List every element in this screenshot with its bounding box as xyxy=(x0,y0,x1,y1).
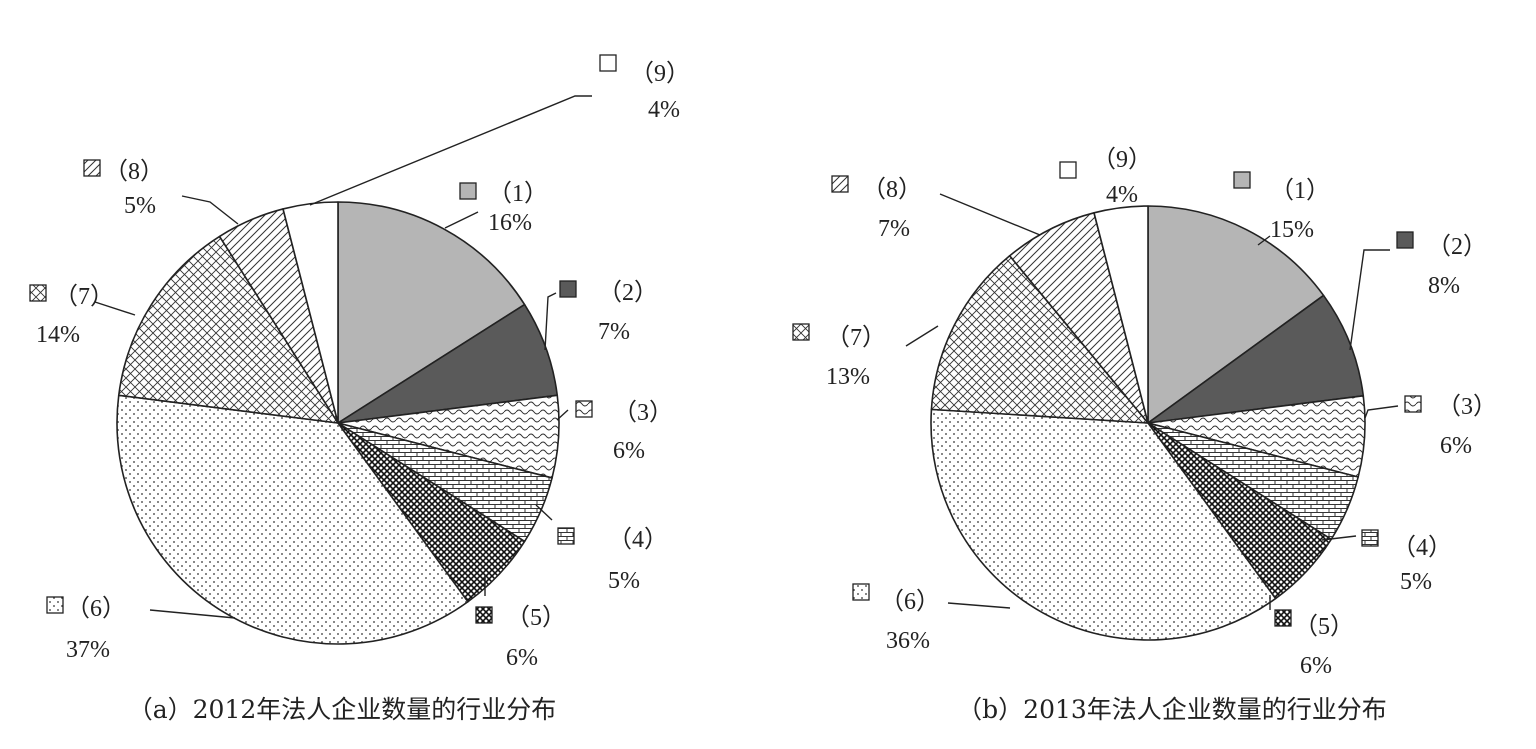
slice-percent-7: 14% xyxy=(36,322,80,348)
slice-name-7: （7） xyxy=(826,325,886,351)
legend-swatch-5 xyxy=(1274,609,1292,627)
pie-slice-7 xyxy=(117,235,339,424)
slice-percent-8: 5% xyxy=(124,193,156,219)
slice-name-2: （2） xyxy=(1427,234,1487,260)
slice-percent-1: 16% xyxy=(488,210,532,236)
slice-percent-3: 6% xyxy=(613,438,645,464)
leader-line-3 xyxy=(556,409,569,421)
leader-line-1 xyxy=(444,211,479,229)
leader-line-4 xyxy=(1321,535,1357,541)
legend-swatch-3 xyxy=(575,400,593,418)
leader-line-8 xyxy=(939,193,1041,236)
legend-swatch-5 xyxy=(475,606,493,624)
chart-title-2012: （a）2012年法人企业数量的行业分布 xyxy=(128,695,557,724)
slice-percent-2: 7% xyxy=(598,319,630,345)
legend-swatch-4 xyxy=(557,527,575,545)
leader-line-8 xyxy=(181,195,239,225)
slice-name-4: （4） xyxy=(1392,535,1452,561)
legend-swatch-7 xyxy=(29,284,47,302)
leader-line-9 xyxy=(309,95,592,206)
legend-swatch-3 xyxy=(1404,395,1422,413)
leader-line-6 xyxy=(947,602,1011,609)
slice-percent-9: 4% xyxy=(1106,182,1138,208)
slice-name-3: （3） xyxy=(613,400,673,426)
leader-line-7 xyxy=(94,301,136,316)
legend-swatch-7 xyxy=(792,323,810,341)
legend-swatch-8 xyxy=(831,175,849,193)
leader-line-2 xyxy=(1349,249,1390,351)
pie-slice-6 xyxy=(930,408,1277,641)
legend-swatch-1 xyxy=(1233,171,1251,189)
legend-swatch-2 xyxy=(559,280,577,298)
pie-slice-1 xyxy=(1147,205,1325,424)
chart-title-2013: （b）2013年法人企业数量的行业分布 xyxy=(957,695,1387,724)
pie-slice-9 xyxy=(1093,205,1149,424)
slice-percent-9: 4% xyxy=(648,97,680,123)
slice-name-2: （2） xyxy=(598,280,658,306)
slice-name-5: （5） xyxy=(1294,614,1354,640)
slice-name-8: （8） xyxy=(104,159,164,185)
slice-name-4: （4） xyxy=(608,527,668,553)
slice-percent-6: 37% xyxy=(66,637,110,663)
pie-slice-6 xyxy=(116,394,469,645)
slice-name-1: （1） xyxy=(1270,178,1330,204)
pie-chart-2012: （1） 16% （2） 7% （3） 6% （4） 5% （5） 6% （6） 37% （7） 14% （8… xyxy=(29,54,690,671)
slice-percent-3: 6% xyxy=(1440,433,1472,459)
slice-percent-5: 6% xyxy=(506,645,538,671)
slice-name-1: （1） xyxy=(488,181,548,207)
slice-percent-2: 8% xyxy=(1428,273,1460,299)
leader-line-2 xyxy=(544,292,557,351)
legend-swatch-6 xyxy=(46,596,64,614)
slice-percent-6: 36% xyxy=(886,628,930,654)
legend-swatch-6 xyxy=(852,583,870,601)
slice-name-6: （6） xyxy=(66,596,126,622)
legend-swatch-8 xyxy=(83,159,101,177)
leader-line-1 xyxy=(1257,235,1271,246)
slice-name-9: （9） xyxy=(630,61,690,87)
pie-slice-2 xyxy=(1147,294,1365,424)
slice-name-7: （7） xyxy=(54,284,114,310)
pie-slice-1 xyxy=(337,201,526,424)
slice-name-9: （9） xyxy=(1092,147,1152,173)
slice-percent-1: 15% xyxy=(1270,217,1314,243)
legend-swatch-4 xyxy=(1361,529,1379,547)
slice-percent-8: 7% xyxy=(878,216,910,242)
slice-name-5: （5） xyxy=(506,605,566,631)
slice-percent-4: 5% xyxy=(608,568,640,594)
legend-swatch-9 xyxy=(599,54,617,72)
pie-slice-9 xyxy=(282,201,339,424)
pie-chart-2013: （1） 15% （2） 8% （3） 6% （4） 5% （5） 6% （6） 36% （7） 13% （8… xyxy=(792,147,1497,679)
legend-swatch-1 xyxy=(459,182,477,200)
legend-swatch-9 xyxy=(1059,161,1077,179)
slice-percent-4: 5% xyxy=(1400,569,1432,595)
slice-name-6: （6） xyxy=(880,589,940,615)
leader-line-7 xyxy=(905,325,939,347)
slice-name-8: （8） xyxy=(862,177,922,203)
legend-swatch-2 xyxy=(1396,231,1414,249)
leader-line-3 xyxy=(1364,405,1399,419)
slice-name-3: （3） xyxy=(1437,394,1497,420)
leader-line-4 xyxy=(535,504,553,521)
slice-percent-7: 13% xyxy=(826,364,870,390)
leader-line-6 xyxy=(149,609,236,619)
pie-slice-7 xyxy=(930,255,1149,424)
slice-percent-5: 6% xyxy=(1300,653,1332,679)
